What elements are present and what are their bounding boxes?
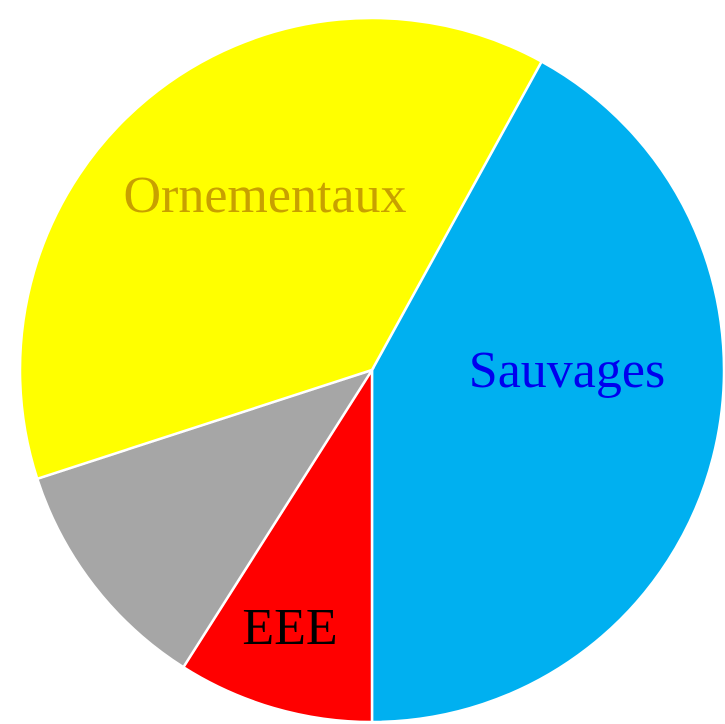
pie-slice: [18, 16, 544, 481]
slice-label: EEE: [242, 599, 337, 656]
pie-slice: [35, 367, 375, 669]
pie-slice: [181, 365, 374, 724]
pie-slice: [370, 59, 725, 724]
slice-label: Ornementaux: [123, 167, 406, 224]
slice-label: Sauvages: [469, 342, 665, 399]
